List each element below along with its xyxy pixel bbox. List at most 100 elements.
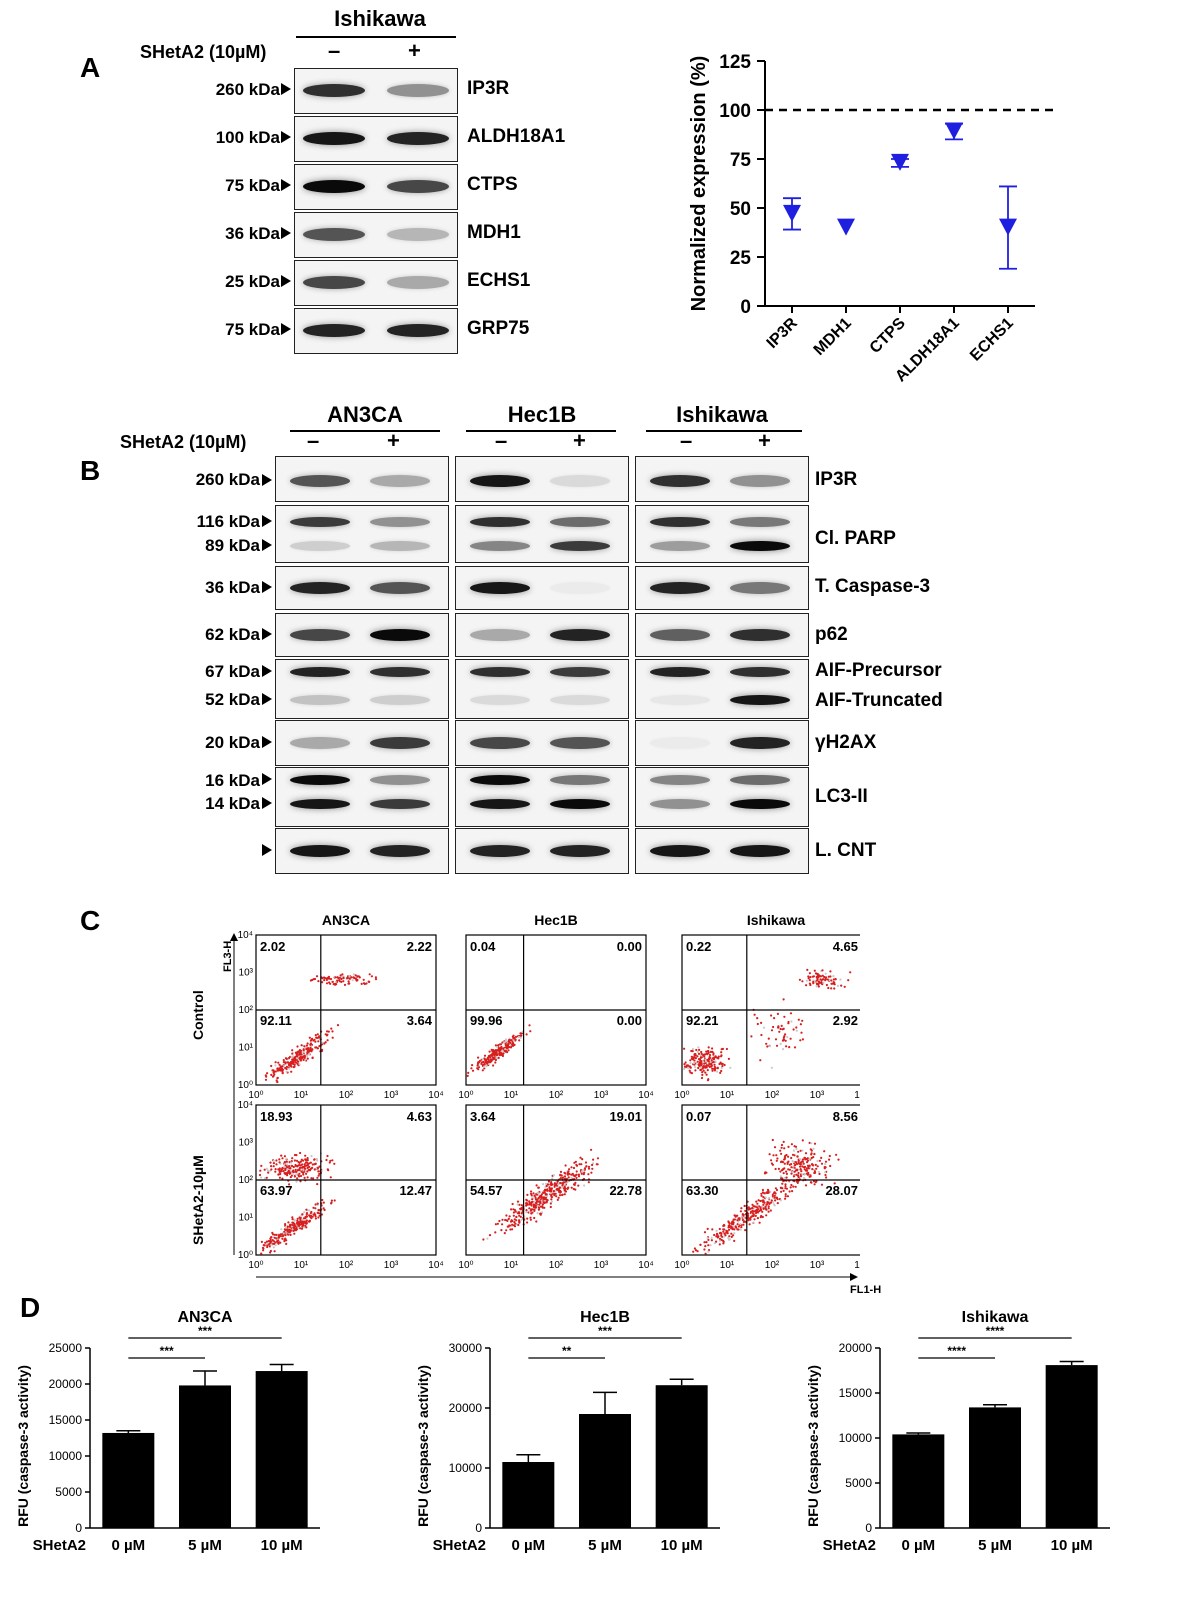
flow-event-dot <box>797 1162 801 1165</box>
flow-event-dot <box>760 1192 763 1195</box>
chart-a-x-tick-label: IP3R <box>764 314 801 351</box>
flow-event-dot <box>805 979 809 982</box>
flow-event-dot <box>761 1191 765 1194</box>
flow-event-dot <box>286 1229 289 1233</box>
flow-event-dot <box>766 1045 769 1048</box>
flow-event-dot <box>721 1062 724 1065</box>
flow-event-dot <box>286 1225 289 1228</box>
flow-event-dot <box>573 1183 576 1186</box>
flow-event-dot <box>342 980 345 983</box>
panel-a-band-control <box>303 84 365 97</box>
flow-x-tick-label: 10¹ <box>720 1260 735 1271</box>
flow-quadrant-value: 99.96 <box>470 1013 503 1028</box>
flow-event-dot <box>488 1234 492 1237</box>
flow-event-dot <box>816 973 819 976</box>
flow-event-dot <box>767 1205 770 1208</box>
flow-event-dot <box>812 979 815 982</box>
flow-event-dot <box>272 1246 275 1249</box>
flow-event-dot <box>556 1198 559 1201</box>
flow-event-dot <box>757 1199 760 1202</box>
flow-event-dot <box>298 1049 301 1052</box>
flow-event-dot <box>782 998 785 1001</box>
flow-event-dot <box>748 1207 751 1210</box>
panel-b-band-upper-control <box>650 667 710 677</box>
flow-event-dot <box>579 1156 582 1159</box>
panel-b-minus-1: – <box>307 428 320 453</box>
flow-event-dot <box>816 976 819 979</box>
panel-c-x-axis-label: FL1-H <box>850 1284 882 1296</box>
panel-a-band-treated <box>387 180 449 193</box>
panel-b-band-control <box>650 582 710 594</box>
flow-event-dot <box>700 1054 703 1057</box>
panel-b-band-control <box>290 629 350 641</box>
flow-event-dot <box>290 1061 294 1064</box>
flow-event-dot <box>737 1225 741 1228</box>
flow-event-dot <box>808 979 811 982</box>
flow-event-dot <box>784 1195 787 1198</box>
flow-event-dot <box>783 1015 786 1018</box>
panel-b-blot-cell <box>455 505 629 563</box>
flow-event-dot <box>692 1062 695 1065</box>
flow-event-dot <box>272 1069 275 1072</box>
flow-event-dot <box>287 1169 290 1172</box>
flow-event-dot <box>765 1214 768 1217</box>
flow-event-dot <box>270 1165 273 1168</box>
flow-event-dot <box>820 1162 824 1165</box>
flow-event-dot <box>837 1158 840 1161</box>
flow-event-dot <box>536 1191 539 1195</box>
flow-event-dot <box>505 1047 509 1050</box>
flow-event-dot <box>694 1249 698 1252</box>
flow-event-dot <box>539 1213 542 1216</box>
flow-event-dot <box>306 1170 309 1173</box>
flow-event-dot <box>792 1028 795 1031</box>
flow-event-dot <box>770 1029 774 1032</box>
flow-event-dot <box>768 1153 771 1156</box>
flow-event-dot <box>530 1202 533 1205</box>
flow-event-dot <box>273 1250 276 1253</box>
flow-event-dot <box>348 977 351 980</box>
flow-event-dot <box>321 1041 324 1044</box>
flow-event-dot <box>287 1221 290 1224</box>
flow-event-dot <box>520 1204 523 1207</box>
flow-event-dot <box>539 1195 542 1198</box>
flow-event-dot <box>352 973 355 976</box>
flow-event-dot <box>561 1184 564 1187</box>
flow-event-dot <box>539 1200 542 1203</box>
flow-event-dot <box>560 1186 564 1189</box>
flow-event-dot <box>316 1159 319 1162</box>
flow-event-dot <box>498 1054 501 1057</box>
panel-b-band-lower-treated <box>730 541 790 551</box>
panel-d-significance-stars: **** <box>947 1344 966 1358</box>
flow-event-dot <box>784 1039 787 1042</box>
flow-event-dot <box>279 1233 282 1236</box>
flow-event-dot <box>711 1228 714 1231</box>
flow-event-dot <box>692 1250 695 1253</box>
flow-event-dot <box>770 1159 773 1162</box>
panel-d-chart: AN3CA RFU (caspase-3 activity) 0 5000 10000 1… <box>15 1309 320 1554</box>
flow-event-dot <box>310 1050 313 1053</box>
flow-event-dot <box>697 1046 700 1049</box>
flow-event-dot <box>315 975 319 978</box>
flow-event-dot <box>707 1244 710 1247</box>
flow-event-dot <box>828 978 831 982</box>
flow-event-dot <box>482 1060 485 1064</box>
flow-event-dot <box>275 1159 278 1162</box>
flow-event-dot <box>701 1071 704 1074</box>
chart-a-y-tick-label: 0 <box>740 297 751 318</box>
flow-event-dot <box>510 1219 513 1222</box>
flow-event-dot <box>274 1064 277 1067</box>
flow-event-dot <box>719 1061 722 1064</box>
arrow-right-icon <box>281 227 291 239</box>
flow-event-dot <box>545 1182 548 1185</box>
flow-event-dot <box>276 1076 279 1079</box>
flow-quadrant-value: 8.56 <box>833 1109 858 1124</box>
flow-event-dot <box>771 1194 774 1198</box>
flow-event-dot <box>302 1168 305 1172</box>
flow-event-dot <box>759 1059 762 1062</box>
flow-event-dot <box>492 1064 495 1067</box>
flow-event-dot <box>467 1071 470 1074</box>
panel-b-band-upper-treated <box>370 775 430 785</box>
panel-a-cell-line: Ishikawa <box>334 6 426 31</box>
flow-event-dot <box>577 1184 580 1187</box>
flow-event-dot <box>742 1214 745 1217</box>
